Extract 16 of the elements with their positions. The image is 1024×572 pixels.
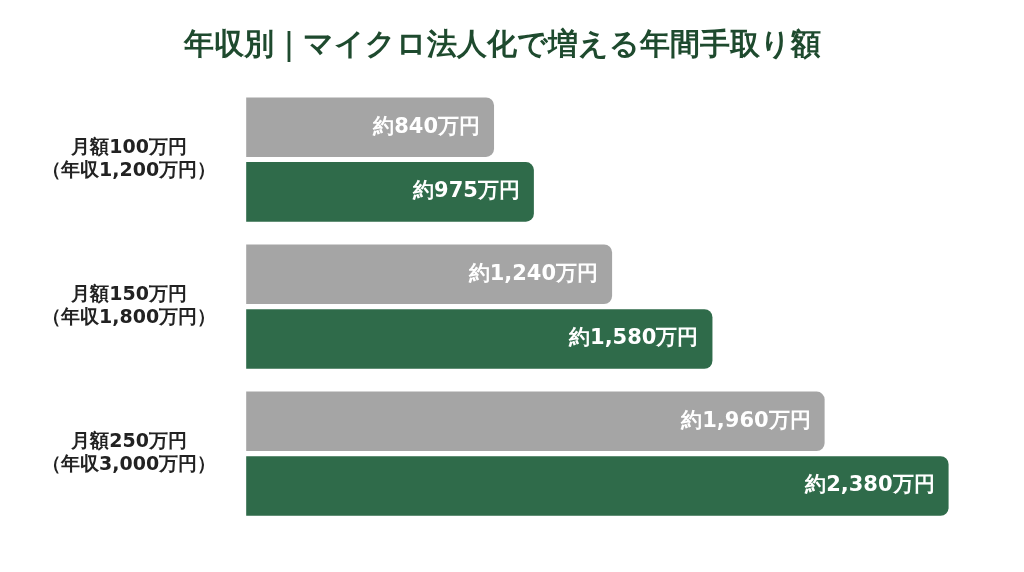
y-tick-label: 月額150万円（年収1,800万円） <box>41 282 217 327</box>
data-label: 約2,380万円 <box>804 472 935 497</box>
y-tick-label: 月額100万円（年収1,200万円） <box>41 135 217 180</box>
data-label: 約1,580万円 <box>568 325 699 350</box>
data-label: 約1,960万円 <box>680 407 811 432</box>
bar <box>246 391 825 452</box>
bar <box>246 244 613 305</box>
bar <box>246 97 495 157</box>
y-tick-label: 月額250万円（年収3,000万円） <box>41 429 217 474</box>
bar <box>246 456 949 516</box>
data-label: 約840万円 <box>372 113 481 138</box>
bar <box>246 309 713 369</box>
data-label: 約1,240万円 <box>467 260 599 285</box>
data-label: 約975万円 <box>412 178 520 203</box>
chart-title: 年収別｜マイクロ法人化で増える年間手取り額 <box>182 25 821 63</box>
bar <box>246 162 534 222</box>
